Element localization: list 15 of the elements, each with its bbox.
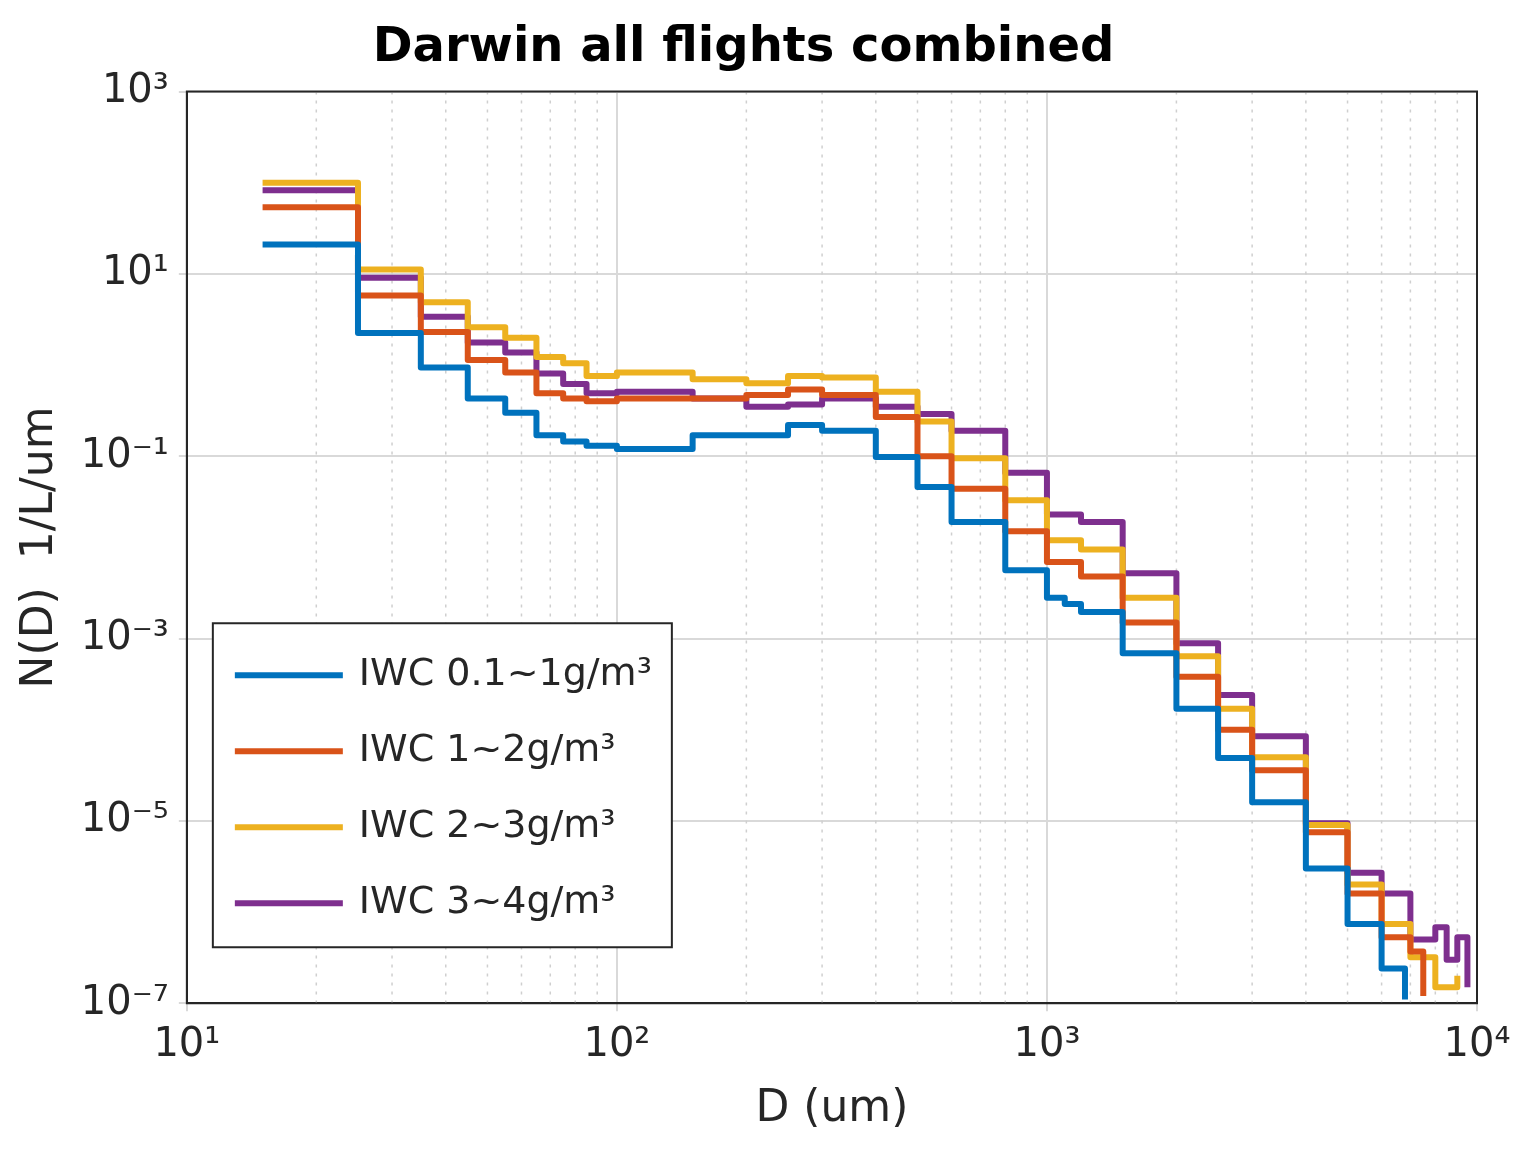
- legend-label: IWC 2~3g/m³: [358, 802, 616, 847]
- legend-label: IWC 1~2g/m³: [358, 726, 616, 771]
- legend-label: IWC 3~4g/m³: [358, 878, 616, 923]
- legend-label: IWC 0.1~1g/m³: [358, 650, 652, 695]
- y-tick-label: 10¹: [101, 247, 169, 294]
- x-tick-label: 10³: [1013, 1018, 1081, 1065]
- y-axis-title: N(D) 1/L/um: [10, 406, 62, 689]
- chart-title: Darwin all flights combined: [372, 16, 1115, 73]
- x-tick-label: 10²: [583, 1018, 651, 1065]
- x-axis-title: D (um): [755, 1080, 909, 1132]
- x-tick-label: 10⁴: [1443, 1018, 1511, 1065]
- y-tick-label: 10³: [101, 64, 169, 111]
- y-tick-label: 10⁻³: [80, 611, 169, 658]
- y-tick-label: 10⁻¹: [80, 429, 169, 476]
- y-tick-label: 10⁻⁵: [80, 794, 169, 841]
